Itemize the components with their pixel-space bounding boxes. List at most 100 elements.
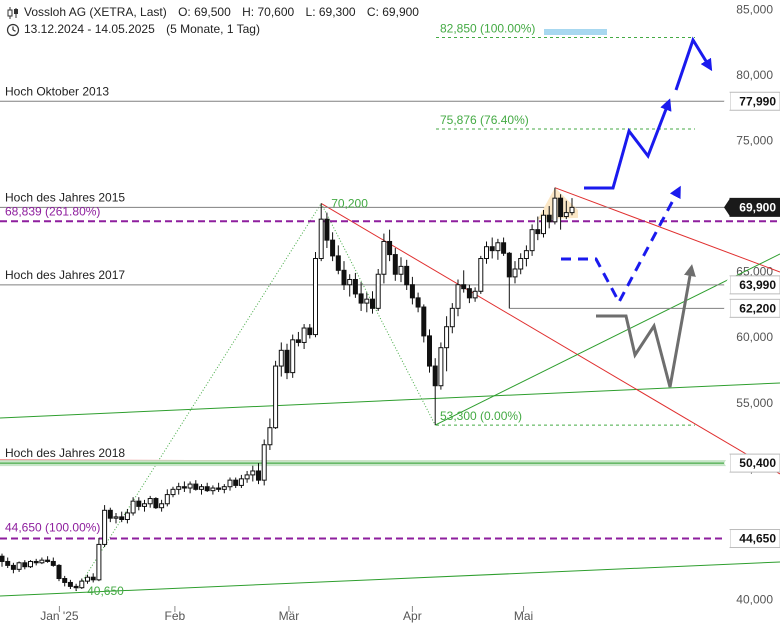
candle [153,497,159,510]
candle [193,480,199,491]
candle-body [62,578,68,583]
price-badge-tip [724,454,730,473]
candle [267,418,273,450]
candle-body [187,483,193,489]
candle-body [335,255,341,271]
candle [142,499,147,512]
candle-body [261,444,267,481]
candle-body [238,478,244,486]
price-badge-label: 69,900 [739,200,776,214]
candle-body [295,339,301,343]
candle-body [96,543,102,581]
candle [210,485,216,495]
candle [421,304,427,343]
candle [301,324,307,350]
candle [124,509,130,524]
candle-body [45,559,51,562]
candle-body [489,246,495,252]
candle [569,198,575,216]
candle [375,269,381,311]
candle [187,481,193,494]
candle-body [170,488,176,496]
candle-body [330,239,336,257]
candle [352,272,358,298]
price-badge-tip [724,198,730,217]
candle [278,342,284,377]
candle-body [307,327,313,336]
candle [56,564,62,582]
candle [199,484,204,495]
candle-body [256,470,261,481]
candle [335,245,341,275]
x-tick-label: Feb [165,609,186,623]
short-downtrend-line [554,187,780,273]
y-tick-label: 75,000 [736,133,773,147]
y-tick-label: 55,000 [736,396,773,410]
candle [358,282,364,311]
fib-level-label: 75,876 (76.40%) [440,113,529,127]
long-term-support-line [0,382,780,419]
candle [50,557,56,567]
candle-body [558,197,564,218]
candle-body [444,326,450,349]
price-badge-label: 50,400 [739,456,776,470]
candle-body [124,512,130,520]
candle-body [193,483,199,490]
period-text: (5 Monate, 1 Tag) [166,22,260,36]
candle-body [563,212,569,218]
candle-body [79,580,85,589]
candle [250,465,256,482]
candle-body [569,206,575,214]
candle-body [324,218,330,241]
candle-body [375,273,381,309]
level-label: Hoch Oktober 2013 [5,84,109,98]
candle [364,292,370,313]
candle [387,229,393,262]
price-badge-tip [724,299,730,318]
candle-body [432,365,438,387]
open-value: O: 69,500 [178,5,231,19]
candle [159,499,165,512]
candle [170,486,176,498]
candles [0,187,575,591]
candle-body [164,494,170,505]
price-badge-label: 63,990 [739,278,776,292]
candle [478,255,484,294]
candle-body [250,470,256,476]
candle [45,556,51,563]
candle-body [0,555,5,562]
candle-body [284,349,290,374]
candle [392,248,398,281]
candle [347,274,353,297]
candle-body [147,498,153,505]
price-badge: 50,400 [724,453,780,473]
candle [16,561,22,572]
candle [341,261,347,290]
candle-body [347,278,353,286]
candle [501,237,507,256]
candle [484,241,489,264]
candle [324,212,330,249]
candle-body [216,487,222,490]
candle-body [421,306,427,337]
candle [489,237,495,259]
price-badge: 69,900 [724,197,780,217]
candle-body [552,197,558,223]
candle [0,553,5,567]
candle-body [341,269,347,286]
y-tick-label: 80,000 [736,68,773,82]
candle [558,194,564,230]
candle [73,583,79,591]
candle [330,232,336,262]
instrument-row: Vossloh AG (XETRA, Last) O: 69,500 H: 70… [6,4,419,21]
clock-icon [6,23,20,37]
candle [370,291,375,314]
candle-body [438,347,444,387]
candle [244,470,250,483]
candle [472,287,478,302]
candle [313,251,318,338]
candle-body [56,564,62,580]
range-row: 13.12.2024 - 14.05.2025 (5 Monate, 1 Tag… [6,21,419,38]
candle [415,292,421,313]
